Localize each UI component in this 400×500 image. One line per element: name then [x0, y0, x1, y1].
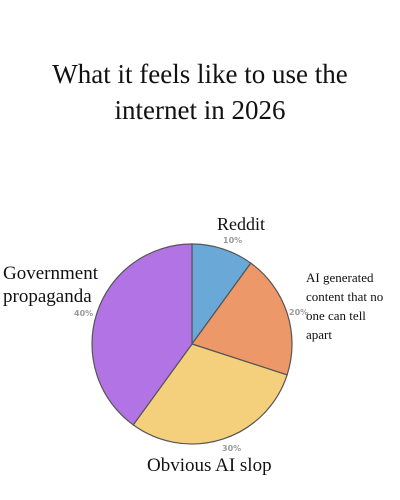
pie-slice-obvious-ai-slop — [132, 343, 288, 445]
slice-label-government-propaganda: Government propaganda — [3, 263, 103, 307]
slice-label-reddit: Reddit — [217, 214, 265, 234]
percent-label-government-propaganda: 40% — [74, 309, 93, 318]
pie-slice-ai-generated-content-that-no-one-can-tell-apart — [191, 262, 293, 376]
percent-label-ai-generated: 20% — [289, 308, 308, 317]
pie-slices — [91, 243, 293, 445]
chart-title: What it feels like to use the internet in… — [52, 59, 348, 125]
slice-label-obvious-ai-slop: Obvious AI slop — [147, 455, 272, 476]
percent-label-obvious-ai-slop: 30% — [222, 444, 241, 453]
slice-label-ai-generated: AI generated content that no one can tel… — [306, 270, 387, 342]
percent-label-reddit: 10% — [223, 236, 242, 245]
pie-slice-government-propaganda — [91, 243, 193, 426]
